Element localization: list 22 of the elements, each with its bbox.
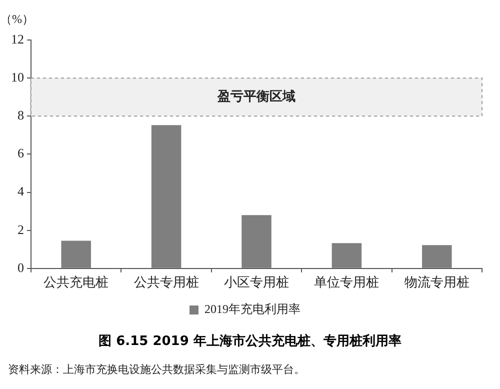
y-tick-label: 8 <box>18 108 24 123</box>
y-tick-label: 12 <box>11 31 24 46</box>
bar <box>332 243 362 268</box>
x-tick-label: 物流专用桩 <box>404 274 470 290</box>
x-tick-label: 公共充电桩 <box>44 274 109 290</box>
x-tick-label: 单位专用桩 <box>314 274 380 290</box>
band-label: 盈亏平衡区域 <box>216 88 296 104</box>
y-axis-title: （%） <box>0 12 34 26</box>
x-tick-label: 小区专用桩 <box>224 274 289 290</box>
bar <box>422 245 452 268</box>
bar <box>61 240 91 268</box>
y-tick-label: 0 <box>18 260 24 275</box>
bar <box>242 215 272 268</box>
x-tick-label: 公共专用桩 <box>134 274 199 290</box>
y-tick-label: 2 <box>18 222 24 237</box>
text: 图 6.15 2019 年上海市公共充电桩、专用桩利用率 <box>98 332 402 350</box>
y-tick-label: 6 <box>18 146 24 161</box>
y-tick-label: 10 <box>11 69 24 84</box>
legend-label: 2019年充电利用率 <box>204 302 300 316</box>
bar <box>151 125 182 268</box>
y-tick-label: 4 <box>18 184 24 199</box>
text: 资料来源：上海市充换电设施公共数据采集与监测市级平台。 <box>8 362 306 377</box>
